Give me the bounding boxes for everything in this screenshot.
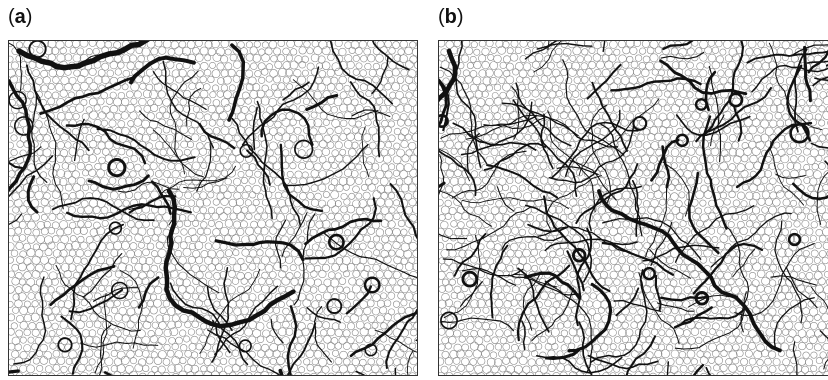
panel-b-image bbox=[438, 40, 828, 376]
force-chain-layer bbox=[439, 41, 828, 375]
network-image-b bbox=[439, 41, 828, 375]
label-close-paren: ) bbox=[25, 6, 33, 28]
network-image-a bbox=[9, 41, 417, 375]
label-open-paren: ( bbox=[438, 6, 445, 28]
panel-label-b: (b) bbox=[438, 6, 464, 29]
force-chain-layer bbox=[9, 41, 417, 375]
label-open-paren: ( bbox=[8, 6, 15, 28]
panel-label-a: (a) bbox=[8, 6, 32, 29]
label-close-paren: ) bbox=[456, 6, 464, 28]
label-letter: a bbox=[14, 6, 26, 28]
panel-a-image bbox=[8, 40, 418, 376]
label-letter: b bbox=[444, 6, 457, 28]
